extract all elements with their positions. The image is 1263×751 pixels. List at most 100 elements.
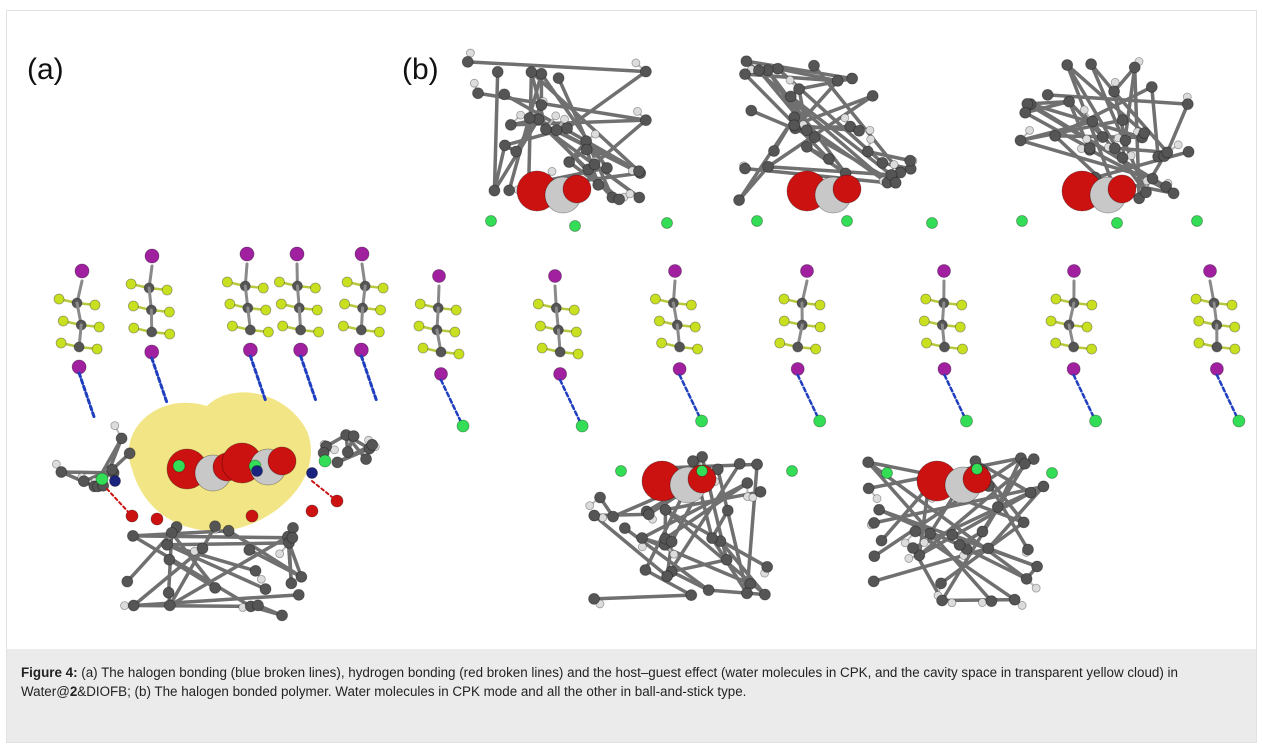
carbon-atom <box>1182 145 1195 158</box>
carbon-atom <box>472 87 484 100</box>
bond <box>131 534 253 609</box>
fluorine-atom <box>337 320 349 332</box>
chlorine-atom <box>881 467 893 479</box>
hydrogen-atom <box>256 574 266 584</box>
molecular-structure-illustration <box>51 48 1246 622</box>
fluorine-atom <box>653 315 665 327</box>
carbon-atom <box>331 456 344 469</box>
fluorine-atom <box>536 342 548 354</box>
carbon-atom <box>739 162 751 175</box>
noncovalent-bond <box>558 378 582 424</box>
carbon-atom <box>163 553 176 566</box>
iodine-atom <box>74 263 90 279</box>
hydrogen-atom <box>865 125 875 135</box>
bond <box>1150 85 1160 159</box>
noncovalent-bond <box>311 480 338 502</box>
carbon-atom <box>243 544 256 556</box>
carbon-atom <box>1128 61 1141 74</box>
carbon-atom <box>953 539 966 551</box>
carbon-atom <box>292 588 305 601</box>
bond <box>1065 63 1125 160</box>
fluorine-atom <box>375 304 386 316</box>
noncovalent-bond <box>678 373 701 419</box>
carbon-atom <box>808 59 820 72</box>
hydrogen-atom <box>785 75 795 85</box>
caption-text-1: (a) The halogen bonding (blue broken lin… <box>21 665 1178 699</box>
carbon-atom <box>488 184 501 197</box>
carbon-atom <box>762 160 774 173</box>
bond <box>287 541 304 579</box>
fluorine-atom <box>128 322 140 334</box>
bond <box>986 484 1046 551</box>
carbon-atom <box>687 455 699 467</box>
chlorine-atom <box>786 465 798 477</box>
fluorine-atom <box>918 315 930 327</box>
carbon-atom <box>535 67 548 80</box>
hydrogen-atom <box>469 78 479 88</box>
chlorine-atom <box>695 414 708 428</box>
chlorine-atom <box>569 220 581 232</box>
chlorine-atom <box>841 215 853 227</box>
hydrogen-atom <box>585 501 595 510</box>
carbon-atom <box>607 510 619 523</box>
carbon-atom <box>592 178 605 191</box>
fluorine-atom <box>774 337 786 349</box>
carbon-atom <box>165 526 178 539</box>
carbon-atom <box>696 450 709 463</box>
nitrogen-atom <box>109 475 121 487</box>
hydrogen-atom <box>840 113 850 123</box>
carbon-atom <box>674 341 685 353</box>
fluorine-atom <box>125 278 137 290</box>
fluorine-atom <box>1226 299 1238 311</box>
bond <box>737 164 770 202</box>
fluorine-atom <box>810 343 822 355</box>
carbon-atom <box>904 154 917 167</box>
fluorine-atom <box>164 328 176 340</box>
carbon-atom <box>1022 543 1034 556</box>
bond <box>131 593 301 608</box>
carbon-atom <box>1008 593 1021 606</box>
hydrogen-atom <box>1031 583 1041 593</box>
hydrogen-atom <box>551 111 561 121</box>
bond <box>168 524 217 608</box>
carbon-atom <box>868 516 880 529</box>
carbon-atom <box>146 326 158 338</box>
bond <box>1018 118 1125 143</box>
fluorine-atom <box>414 298 426 310</box>
bond <box>710 536 749 596</box>
fluorine-atom <box>1193 315 1205 327</box>
carbon-atom <box>1068 341 1080 353</box>
hydrogen-atom <box>669 549 679 559</box>
noncovalent-bond <box>299 354 318 402</box>
carbon-atom <box>1119 134 1132 147</box>
carbon-atom <box>1037 480 1050 493</box>
carbon-atom <box>1063 95 1076 108</box>
carbon-atom <box>1024 486 1037 499</box>
hydrogen-atom <box>1025 125 1034 135</box>
carbon-atom <box>868 550 881 563</box>
carbon-atom <box>861 145 874 158</box>
carbon-atom <box>252 599 264 612</box>
bond <box>789 94 894 177</box>
bond <box>745 462 759 596</box>
fluorine-atom <box>1086 343 1098 355</box>
fluorine-atom <box>221 276 233 288</box>
carbon-atom <box>739 68 751 80</box>
fluorine-atom <box>55 337 67 349</box>
bond <box>1088 148 1176 196</box>
carbon-atom <box>913 549 926 562</box>
hydrogen-atom <box>872 494 882 503</box>
carbon-atom <box>209 520 221 533</box>
fluorine-atom <box>920 293 932 305</box>
bond <box>131 546 205 608</box>
carbon-atom <box>510 145 522 158</box>
hydrogen-atom <box>631 58 641 68</box>
bond <box>797 76 854 91</box>
bond <box>544 127 621 202</box>
iodine-atom <box>1203 264 1217 278</box>
carbon-atom <box>866 89 879 102</box>
caption-compound-number: 2 <box>69 684 78 699</box>
hydrogen-atom <box>330 445 339 455</box>
bond <box>1165 102 1190 155</box>
carbon-atom <box>633 191 646 204</box>
